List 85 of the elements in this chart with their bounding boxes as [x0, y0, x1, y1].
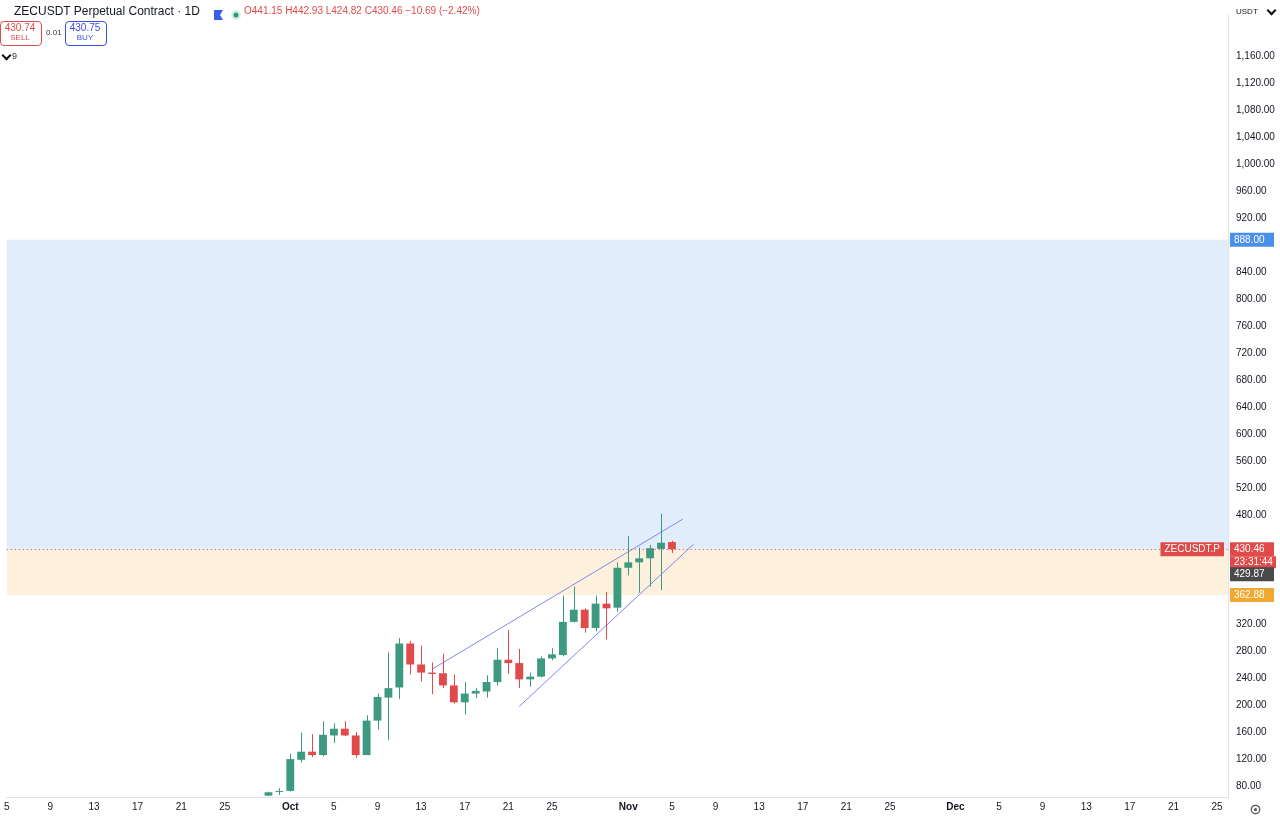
x-tick-label: 9: [374, 800, 381, 812]
text: 23:31:44: [1234, 555, 1274, 567]
annotation: ZECUSDT.P: [1164, 542, 1221, 554]
y-tick-label: 1,080.00: [1236, 103, 1276, 115]
candlestick: [351, 731, 360, 759]
x-tick-label: 21: [1167, 800, 1180, 812]
annotation: 430.75: [68, 22, 102, 33]
x-tick-label: 5: [4, 800, 10, 812]
candlestick: [635, 547, 644, 594]
x-tick-label: 17: [132, 800, 144, 812]
x-tick-label: 17: [1124, 800, 1136, 812]
candlestick: [482, 674, 491, 699]
y-tick-label: 200.00: [1236, 698, 1268, 710]
x-tick-label: 21: [840, 800, 853, 812]
x-tick-label: 5: [331, 800, 338, 812]
y-tick-label: 1,160.00: [1236, 49, 1276, 61]
x-tick-label: 25: [1211, 800, 1224, 812]
y-tick-label: 720.00: [1236, 347, 1268, 359]
annotation: SELL: [9, 33, 31, 42]
candlestick: [449, 674, 458, 705]
x-tick-label: Dec: [946, 800, 966, 812]
candlestick: [297, 732, 306, 764]
band-label: 888.00: [1234, 233, 1266, 245]
x-tick-label: 9: [47, 800, 54, 812]
text: 429.87: [1234, 567, 1266, 579]
x-tick-label: 17: [459, 800, 471, 812]
annotation: 9: [12, 51, 18, 61]
candlestick: [439, 653, 447, 689]
y-tick-label: 760.00: [1236, 320, 1268, 332]
y-tick-label: 840.00: [1236, 266, 1268, 278]
annotation: 0.01: [46, 28, 62, 37]
candlestick: [406, 640, 415, 676]
candlestick: [384, 651, 393, 741]
y-tick-label: 600.00: [1236, 428, 1268, 440]
x-tick-label: 13: [88, 800, 101, 812]
y-tick-label: 240.00: [1236, 671, 1268, 683]
x-tick-label: 25: [546, 800, 558, 812]
y-tick-label: 960.00: [1236, 184, 1268, 196]
y-tick-label: 320.00: [1236, 617, 1268, 629]
y-tick-label: 160.00: [1236, 725, 1268, 737]
annotation: BUY: [75, 33, 95, 42]
y-tick-label: 920.00: [1236, 211, 1268, 223]
x-tick-label: 5: [669, 800, 676, 812]
y-axis-title: USDT: [1236, 7, 1258, 16]
x-tick-label: 13: [753, 800, 766, 812]
ref-line-label: 430.46: [1234, 542, 1266, 554]
x-tick-label: 25: [219, 800, 231, 812]
candlestick: [580, 607, 589, 634]
x-tick-label: 25: [884, 800, 896, 812]
x-tick-label: 9: [712, 800, 719, 812]
y-tick-label: 680.00: [1236, 374, 1268, 386]
y-tick-label: 80.00: [1236, 779, 1262, 791]
x-tick-label: 9: [1039, 800, 1046, 812]
x-tick-label: 5: [996, 800, 1003, 812]
candlestick: [319, 720, 327, 757]
annotation: 430.74: [3, 22, 37, 33]
y-tick-label: 560.00: [1236, 455, 1268, 467]
x-tick-label: 21: [175, 800, 188, 812]
y-tick-label: 640.00: [1236, 401, 1268, 413]
candlestick: [646, 544, 655, 588]
y-tick-label: 1,040.00: [1236, 130, 1276, 142]
y-tick-label: 1,120.00: [1236, 76, 1276, 88]
y-tick-label: 520.00: [1236, 482, 1268, 494]
y-tick-label: 800.00: [1236, 293, 1268, 305]
annotation: O441.15 H442.93 L424.82 C430.46 −10.69 (−2.42%): [244, 5, 480, 16]
candlestick: [657, 513, 665, 591]
y-tick-label: 480.00: [1236, 509, 1268, 521]
candlestick: [569, 586, 578, 624]
candlestick: [373, 693, 382, 730]
x-tick-label: 17: [797, 800, 809, 812]
candlestick: [329, 722, 338, 744]
x-tick-label: 21: [502, 800, 515, 812]
chart-title: ZECUSDT Perpetual Contract · 1D: [14, 4, 200, 18]
x-tick-label: Oct: [281, 800, 300, 812]
candlestick: [624, 535, 633, 576]
band-label: 362.88: [1234, 588, 1266, 600]
candlestick: [515, 648, 524, 689]
x-tick-label: 13: [415, 800, 428, 812]
x-tick-label: 13: [1080, 800, 1093, 812]
candlestick: [460, 681, 469, 716]
y-tick-label: 1,000.00: [1236, 157, 1276, 169]
y-tick-label: 280.00: [1236, 644, 1268, 656]
y-tick-label: 120.00: [1236, 752, 1268, 764]
x-tick-label: Nov: [618, 800, 639, 812]
candlestick: [417, 645, 426, 682]
